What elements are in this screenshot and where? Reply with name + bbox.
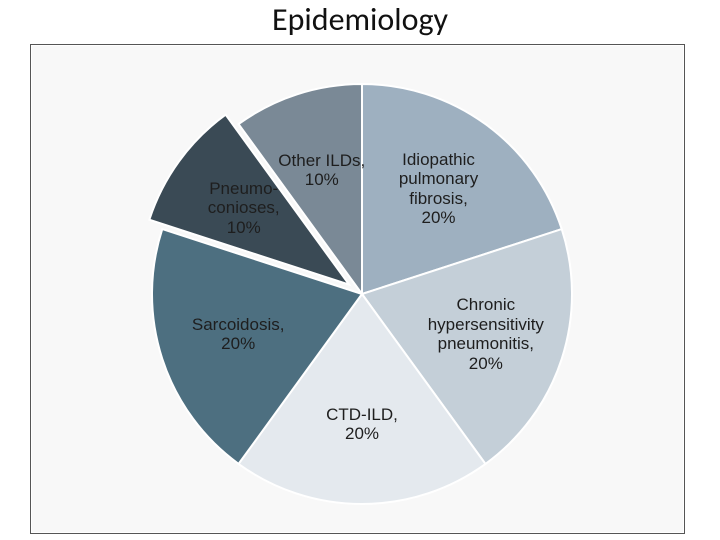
pie-svg [132, 64, 592, 524]
slide-title: Epidemiology [0, 0, 720, 39]
chart-background: Idiopathic pulmonary fibrosis, 20%Chroni… [32, 46, 683, 532]
chart-frame: Idiopathic pulmonary fibrosis, 20%Chroni… [30, 44, 685, 534]
slide: Epidemiology Idiopathic pulmonary fibros… [0, 0, 720, 540]
pie-chart [132, 64, 592, 524]
